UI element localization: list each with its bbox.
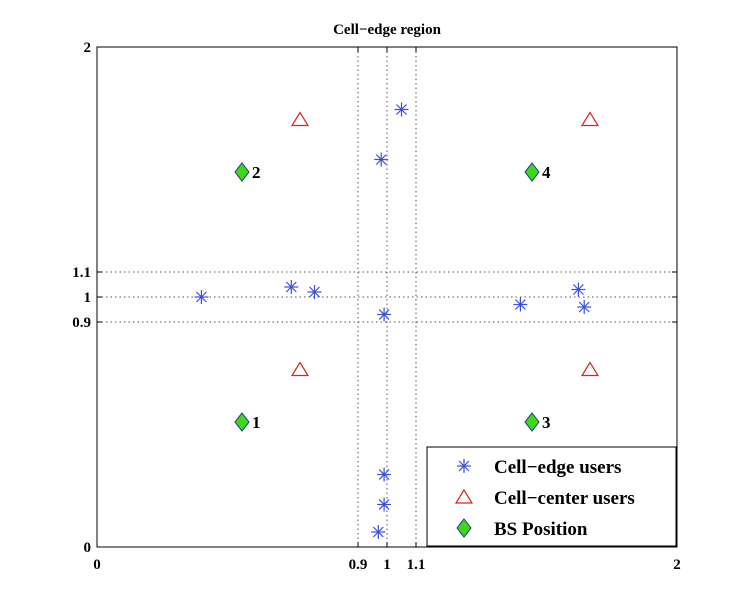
series-1 [290, 111, 600, 377]
bs-number-label: 1 [252, 413, 261, 432]
chart-title: Cell−edge region [333, 22, 441, 38]
y-tick-label: 1.1 [72, 265, 91, 281]
cell-edge-user-point [377, 497, 392, 512]
cell-edge-user-point [577, 300, 592, 314]
x-tick-label: 1 [383, 557, 391, 573]
bs-number-label: 3 [542, 413, 551, 432]
cell-edge-user-point [284, 280, 299, 294]
cell-edge-user-point [377, 307, 392, 322]
legend-label: BS Position [494, 519, 588, 540]
y-tick-label: 1 [84, 290, 92, 306]
bs-position-point [234, 412, 250, 432]
cell-edge-user-point [371, 525, 386, 539]
cell-center-user-point [580, 361, 600, 377]
cell-edge-user-point [394, 102, 409, 117]
bs-position-point [524, 412, 540, 432]
y-axis-ticks: 0 0.9 1 1.1 2 [72, 40, 677, 556]
y-tick-label: 0 [84, 540, 92, 556]
cell-edge-user-point [374, 152, 389, 167]
bs-position-point [524, 162, 540, 182]
y-tick-label: 2 [84, 40, 92, 56]
cell-edge-user-point [194, 290, 209, 304]
bs-number-label: 4 [542, 163, 551, 182]
data-markers: 2 1 4 3 [194, 102, 600, 539]
cell-edge-user-point [307, 285, 322, 299]
legend-marker [456, 518, 472, 538]
x-tick-label: 0 [93, 557, 101, 573]
x-tick-label: 0.9 [349, 557, 368, 573]
plot-frame [96, 46, 678, 548]
cell-center-user-point [290, 361, 310, 377]
legend-marker [457, 459, 471, 473]
cell-edge-user-point [377, 467, 392, 482]
x-tick-label: 1.1 [407, 557, 426, 573]
y-tick-label: 0.9 [72, 315, 91, 331]
legend: Cell−edge users Cell−center users BS Posit… [426, 446, 677, 547]
series-2: 2 1 4 3 [234, 162, 551, 432]
legend-label: Cell−center users [494, 488, 635, 509]
legend-label: Cell−edge users [494, 457, 621, 478]
cell-edge-user-point [571, 282, 586, 297]
cell-center-user-point [290, 111, 310, 127]
bs-number-label: 2 [252, 163, 261, 182]
bs-position-point [234, 162, 250, 182]
cell-edge-user-point [513, 297, 528, 312]
cell-center-user-point [580, 111, 600, 127]
legend-marker [454, 488, 474, 504]
x-tick-label: 2 [673, 557, 681, 573]
series-0 [194, 102, 592, 539]
